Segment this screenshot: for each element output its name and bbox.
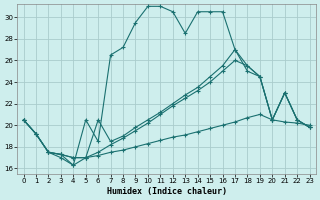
X-axis label: Humidex (Indice chaleur): Humidex (Indice chaleur) [107, 187, 227, 196]
